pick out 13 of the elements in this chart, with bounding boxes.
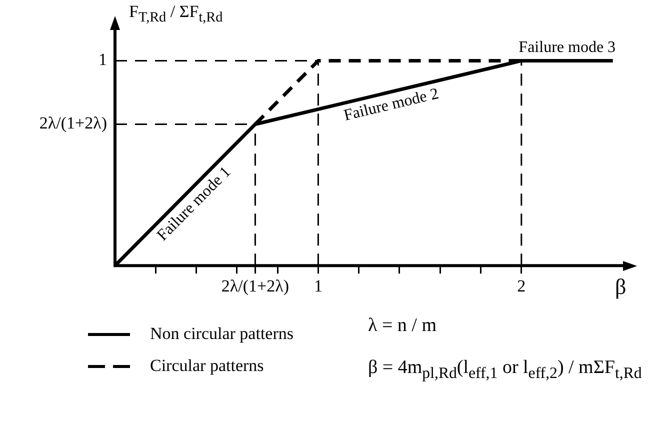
x-axis-title: β <box>615 274 626 300</box>
ref-line-label: 1 <box>98 50 107 70</box>
annotation: Failure mode 2 <box>342 85 440 124</box>
text: λ = n / m <box>368 314 438 338</box>
x-tick-label: 1 <box>314 276 322 296</box>
x-tick-label: 2 <box>517 276 526 296</box>
y-axis-title: F$_{T,Rd}$ / ΣF$_{t,Rd}$ <box>129 2 223 26</box>
legend-label: Non circular patterns <box>150 324 294 344</box>
legend-label: Circular patterns <box>150 356 264 376</box>
x-tick-label: 2λ/(1+2λ) <box>221 276 290 296</box>
ref-line-label: 2λ/(1+2λ) <box>39 114 107 133</box>
text: β = 4m$_{pl,Rd}$(l$_{eff,1}$ or l$_{eff,2}$) / mΣF$_{t,Rd}$ <box>368 356 642 384</box>
text: Failure mode 3 <box>518 38 616 56</box>
